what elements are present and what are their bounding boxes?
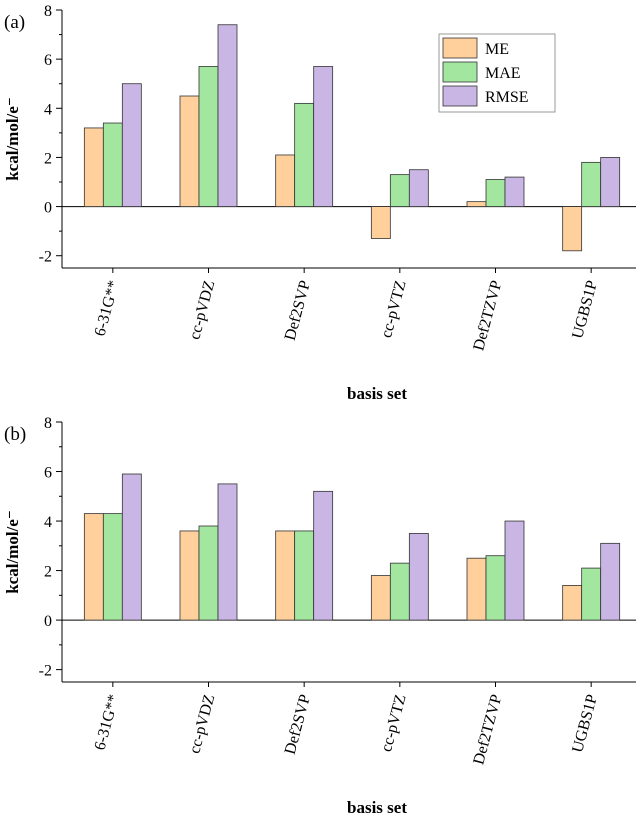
x-tick-label: 6-31G** xyxy=(92,279,123,338)
x-tick-label: cc-pVDZ xyxy=(186,693,218,756)
x-axis-title: basis set xyxy=(347,798,407,813)
panel-label: (a) xyxy=(4,12,25,33)
bar-mae xyxy=(389,174,410,207)
bar-mae xyxy=(485,179,506,207)
bar-mae xyxy=(581,161,602,207)
bar-mae xyxy=(294,530,315,621)
y-tick-label: 0 xyxy=(44,613,52,630)
bar-rmse xyxy=(313,66,334,207)
bar-mae xyxy=(294,102,315,207)
x-tick-label: UGBS1P xyxy=(569,693,601,755)
legend: ME MAE RMSE xyxy=(438,33,556,113)
y-tick-label: 6 xyxy=(44,465,52,482)
bar-rmse xyxy=(121,473,142,621)
y-tick-label: 8 xyxy=(44,3,52,20)
x-tick-label: UGBS1P xyxy=(569,279,601,341)
y-tick-label: 0 xyxy=(44,200,52,217)
bar-me xyxy=(83,127,104,207)
bar-mae xyxy=(102,513,123,621)
x-tick-label: Def2TZVP xyxy=(470,693,505,767)
bar-me xyxy=(179,530,200,621)
y-tick-label: 4 xyxy=(44,514,52,531)
x-axis-title: basis set xyxy=(347,384,407,403)
y-tick-label: -2 xyxy=(39,249,52,266)
bar-me xyxy=(275,154,296,207)
y-axis-title: kcal/mol/e⁻ xyxy=(3,97,22,181)
y-tick-label: 4 xyxy=(44,101,52,118)
y-tick-label: 8 xyxy=(44,415,52,432)
bar-rmse xyxy=(600,157,621,207)
legend-label: RMSE xyxy=(485,89,529,106)
bar-me xyxy=(275,530,296,621)
x-tick-label: cc-pVDZ xyxy=(186,279,218,342)
legend-label: MAE xyxy=(485,65,521,82)
y-tick-label: 6 xyxy=(44,52,52,69)
legend-label: ME xyxy=(485,41,509,58)
bar-rmse xyxy=(313,490,334,621)
y-tick-label: -2 xyxy=(39,663,52,680)
bar-mae xyxy=(198,525,219,621)
bar-me xyxy=(83,513,104,621)
bar-me xyxy=(562,206,583,252)
bar-mae xyxy=(198,66,219,207)
bar-me xyxy=(562,585,583,621)
x-tick-label: cc-pVTZ xyxy=(378,279,410,340)
bar-mae xyxy=(581,567,602,621)
y-tick-label: 2 xyxy=(44,150,52,167)
legend-swatch-me xyxy=(442,37,478,59)
bar-rmse xyxy=(217,24,238,207)
y-axis-title: kcal/mol/e⁻ xyxy=(3,510,22,594)
bar-rmse xyxy=(504,520,525,621)
bar-rmse xyxy=(408,533,429,621)
bar-rmse xyxy=(121,83,142,207)
legend-swatch-rmse xyxy=(442,85,478,107)
x-tick-label: Def2SVP xyxy=(282,279,314,343)
bar-me xyxy=(179,95,200,207)
x-tick-label: Def2SVP xyxy=(282,693,314,757)
bar-me xyxy=(466,201,487,207)
x-tick-label: 6-31G** xyxy=(92,693,123,752)
bar-mae xyxy=(102,122,123,207)
bar-rmse xyxy=(504,176,525,207)
bar-mae xyxy=(485,555,506,621)
bar-me xyxy=(466,557,487,621)
x-tick-label: Def2TZVP xyxy=(470,279,505,353)
x-tick-label: cc-pVTZ xyxy=(378,693,410,754)
legend-swatch-mae xyxy=(442,61,478,83)
bar-mae xyxy=(389,562,410,621)
bar-rmse xyxy=(408,169,429,207)
bar-rmse xyxy=(217,483,238,621)
chart-panel: (a) -2 0 2 4 6 8 kcal/mol/e⁻ 6-31G** cc-pVDZ Def2S… xyxy=(3,3,636,403)
bar-me xyxy=(370,575,391,621)
bar-me xyxy=(370,206,391,239)
y-tick-label: 2 xyxy=(44,564,52,581)
panel-label: (b) xyxy=(4,424,26,445)
chart-panel: (b) -2 0 2 4 6 8 kcal/mol/e⁻ 6-31G** cc-pVDZ Def2S… xyxy=(3,415,636,813)
bar-rmse xyxy=(600,542,621,621)
